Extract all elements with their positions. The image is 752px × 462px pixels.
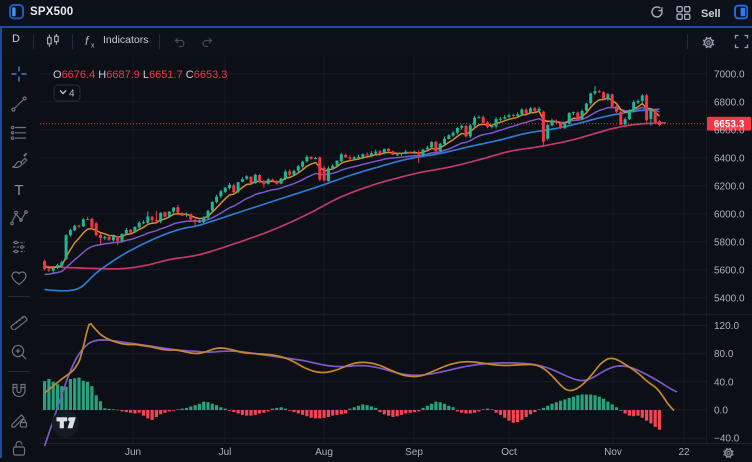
svg-text:6200.0: 6200.0 <box>714 181 745 192</box>
svg-text:5800.0: 5800.0 <box>714 237 745 248</box>
svg-text:Jun: Jun <box>125 447 141 458</box>
svg-text:Nov: Nov <box>604 447 622 458</box>
svg-text:x: x <box>91 42 95 49</box>
svg-text:0.0: 0.0 <box>714 406 728 417</box>
svg-text:4: 4 <box>69 89 75 100</box>
svg-text:6800.0: 6800.0 <box>714 97 745 108</box>
svg-text:f: f <box>85 34 90 48</box>
svg-text:6653.3: 6653.3 <box>714 119 745 130</box>
svg-text:120.0: 120.0 <box>714 321 739 332</box>
svg-text:6400.0: 6400.0 <box>714 153 745 164</box>
svg-text:O6676.4 H6687.9 L6651.7 C66: O6676.4 H6687.9 L6651.7 C6653.3 <box>53 69 227 81</box>
svg-text:6600.0: 6600.0 <box>714 125 745 136</box>
svg-text:Jul: Jul <box>219 447 232 458</box>
svg-text:Oct: Oct <box>501 447 517 458</box>
svg-text:Sep: Sep <box>405 447 423 458</box>
svg-text:Sell: Sell <box>701 8 721 20</box>
svg-text:7000.0: 7000.0 <box>714 69 745 80</box>
svg-text:40.0: 40.0 <box>714 377 734 388</box>
svg-text:80.0: 80.0 <box>714 349 734 360</box>
svg-text:6000.0: 6000.0 <box>714 209 745 220</box>
svg-text:−40.0: −40.0 <box>714 434 740 445</box>
svg-text:5600.0: 5600.0 <box>714 265 745 276</box>
svg-text:T: T <box>14 182 23 199</box>
svg-text:Aug: Aug <box>315 447 333 458</box>
svg-text:22: 22 <box>678 447 690 458</box>
svg-text:5400.0: 5400.0 <box>714 293 745 304</box>
